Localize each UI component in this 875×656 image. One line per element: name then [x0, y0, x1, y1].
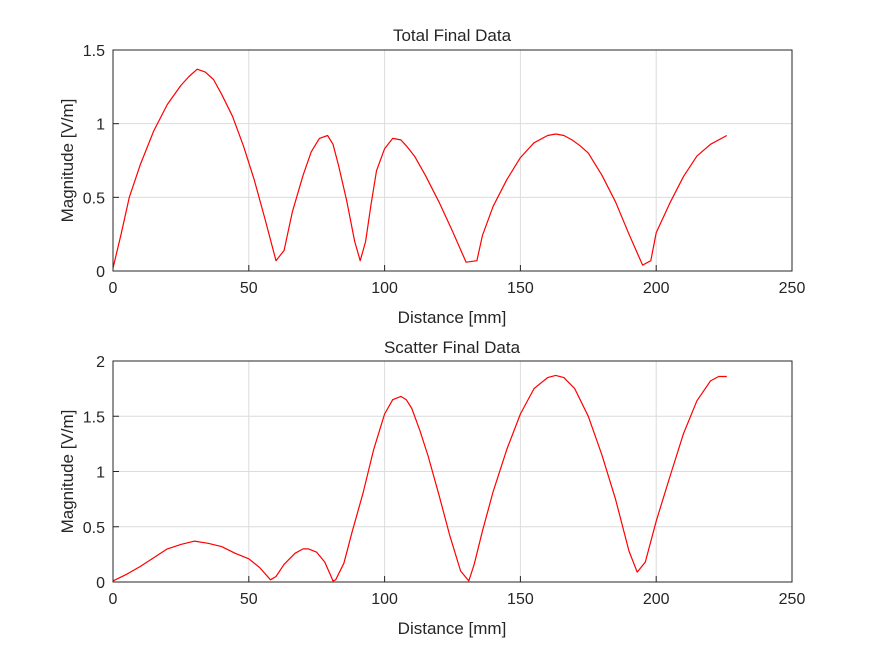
series-group	[112, 374, 727, 582]
y-tick-label: 2	[96, 354, 105, 371]
x-tick-label: 200	[643, 591, 670, 608]
x-tick-label: 150	[507, 591, 534, 608]
y-ticks: 0 0.5 1 1.5 2	[83, 354, 119, 592]
y-tick-label: 0.5	[83, 520, 105, 537]
series-group	[112, 68, 728, 269]
x-tick-label: 100	[371, 591, 398, 608]
x-ticks: 0 50 100 150 200 250	[109, 265, 806, 297]
plot-frame	[112, 49, 793, 272]
y-tick-label: 0.5	[83, 190, 105, 207]
x-tick-label: 250	[779, 591, 806, 608]
x-tick-label: 50	[240, 280, 258, 297]
y-ticks: 0 0.5 1 1.5	[83, 43, 119, 281]
x-axis-label: Distance [mm]	[398, 619, 507, 638]
series-line	[112, 68, 728, 269]
y-axis-label: Magnitude [V/m]	[58, 99, 77, 223]
x-axis-label: Distance [mm]	[398, 308, 507, 327]
y-tick-label: 0	[96, 264, 105, 281]
y-tick-label: 0	[96, 575, 105, 592]
y-axis-label: Magnitude [V/m]	[58, 410, 77, 534]
x-tick-label: 250	[779, 280, 806, 297]
subplot-scatter-final-data: Scatter Final Data 0 50 100 150 200 250 0 0.5 1…	[58, 338, 805, 638]
x-ticks: 0 50 100 150 200 250	[109, 576, 806, 608]
x-tick-label: 100	[371, 280, 398, 297]
series-line	[112, 374, 727, 582]
y-tick-label: 1.5	[83, 43, 105, 60]
subplot-total-final-data: Total Final Data 0 50 100 150 200 250 0 0.5 1 1.…	[58, 26, 805, 327]
x-tick-label: 50	[240, 591, 258, 608]
x-tick-label: 0	[109, 591, 118, 608]
chart-title: Total Final Data	[393, 26, 512, 45]
x-tick-label: 150	[507, 280, 534, 297]
grid	[113, 361, 792, 582]
chart-title: Scatter Final Data	[384, 338, 521, 357]
y-tick-label: 1	[96, 465, 105, 482]
x-tick-label: 200	[643, 280, 670, 297]
x-tick-label: 0	[109, 280, 118, 297]
y-tick-label: 1	[96, 117, 105, 134]
y-tick-label: 1.5	[83, 409, 105, 426]
